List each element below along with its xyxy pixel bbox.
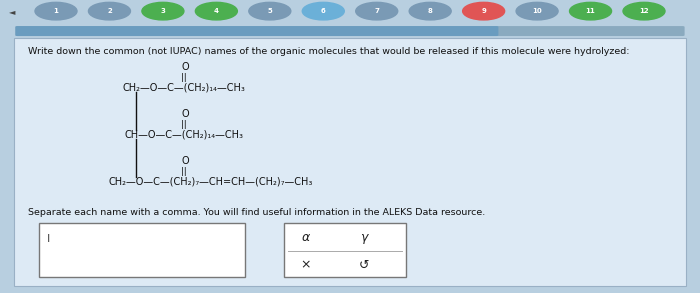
Text: O: O (182, 156, 189, 166)
Text: ||: || (181, 120, 187, 129)
Text: 7: 7 (374, 8, 379, 14)
Text: ↺: ↺ (358, 258, 370, 271)
Circle shape (463, 2, 505, 20)
Text: 5: 5 (267, 8, 272, 14)
Circle shape (623, 2, 665, 20)
FancyBboxPatch shape (14, 38, 686, 286)
Text: 6: 6 (321, 8, 326, 14)
Text: 12: 12 (639, 8, 649, 14)
Circle shape (88, 2, 130, 20)
Text: Separate each name with a comma. You will find useful information in the ALEKS D: Separate each name with a comma. You wil… (28, 208, 485, 217)
Text: CH₂—O—C—(CH₂)₁₄—CH₃: CH₂—O—C—(CH₂)₁₄—CH₃ (122, 83, 246, 93)
Circle shape (248, 2, 290, 20)
Text: α: α (302, 231, 310, 244)
Circle shape (356, 2, 398, 20)
Text: 10: 10 (532, 8, 542, 14)
Text: ||: || (181, 167, 187, 176)
Circle shape (570, 2, 612, 20)
Text: 4: 4 (214, 8, 219, 14)
Text: 2: 2 (107, 8, 112, 14)
Text: 8: 8 (428, 8, 433, 14)
Text: I: I (47, 234, 50, 244)
Circle shape (35, 2, 77, 20)
Text: O: O (182, 109, 189, 119)
Text: ◄: ◄ (9, 7, 16, 16)
Circle shape (302, 2, 344, 20)
Text: Write down the common (not IUPAC) names of the organic molecules that would be r: Write down the common (not IUPAC) names … (28, 47, 629, 56)
Text: 11: 11 (586, 8, 596, 14)
Text: CH₂—O—C—(CH₂)₇—CH=CH—(CH₂)₇—CH₃: CH₂—O—C—(CH₂)₇—CH=CH—(CH₂)₇—CH₃ (108, 177, 313, 187)
Text: CH—O—C—(CH₂)₁₄—CH₃: CH—O—C—(CH₂)₁₄—CH₃ (125, 130, 244, 140)
Text: γ: γ (360, 231, 368, 244)
Circle shape (195, 2, 237, 20)
Text: ||: || (181, 73, 187, 82)
Text: 1: 1 (54, 8, 58, 14)
FancyBboxPatch shape (284, 223, 406, 277)
FancyBboxPatch shape (38, 223, 245, 277)
FancyBboxPatch shape (15, 26, 685, 36)
FancyBboxPatch shape (15, 26, 498, 36)
Text: 3: 3 (160, 8, 165, 14)
Text: 9: 9 (481, 8, 486, 14)
Text: ×: × (301, 258, 312, 271)
Circle shape (142, 2, 184, 20)
Circle shape (410, 2, 452, 20)
Text: O: O (182, 62, 189, 72)
Circle shape (516, 2, 558, 20)
